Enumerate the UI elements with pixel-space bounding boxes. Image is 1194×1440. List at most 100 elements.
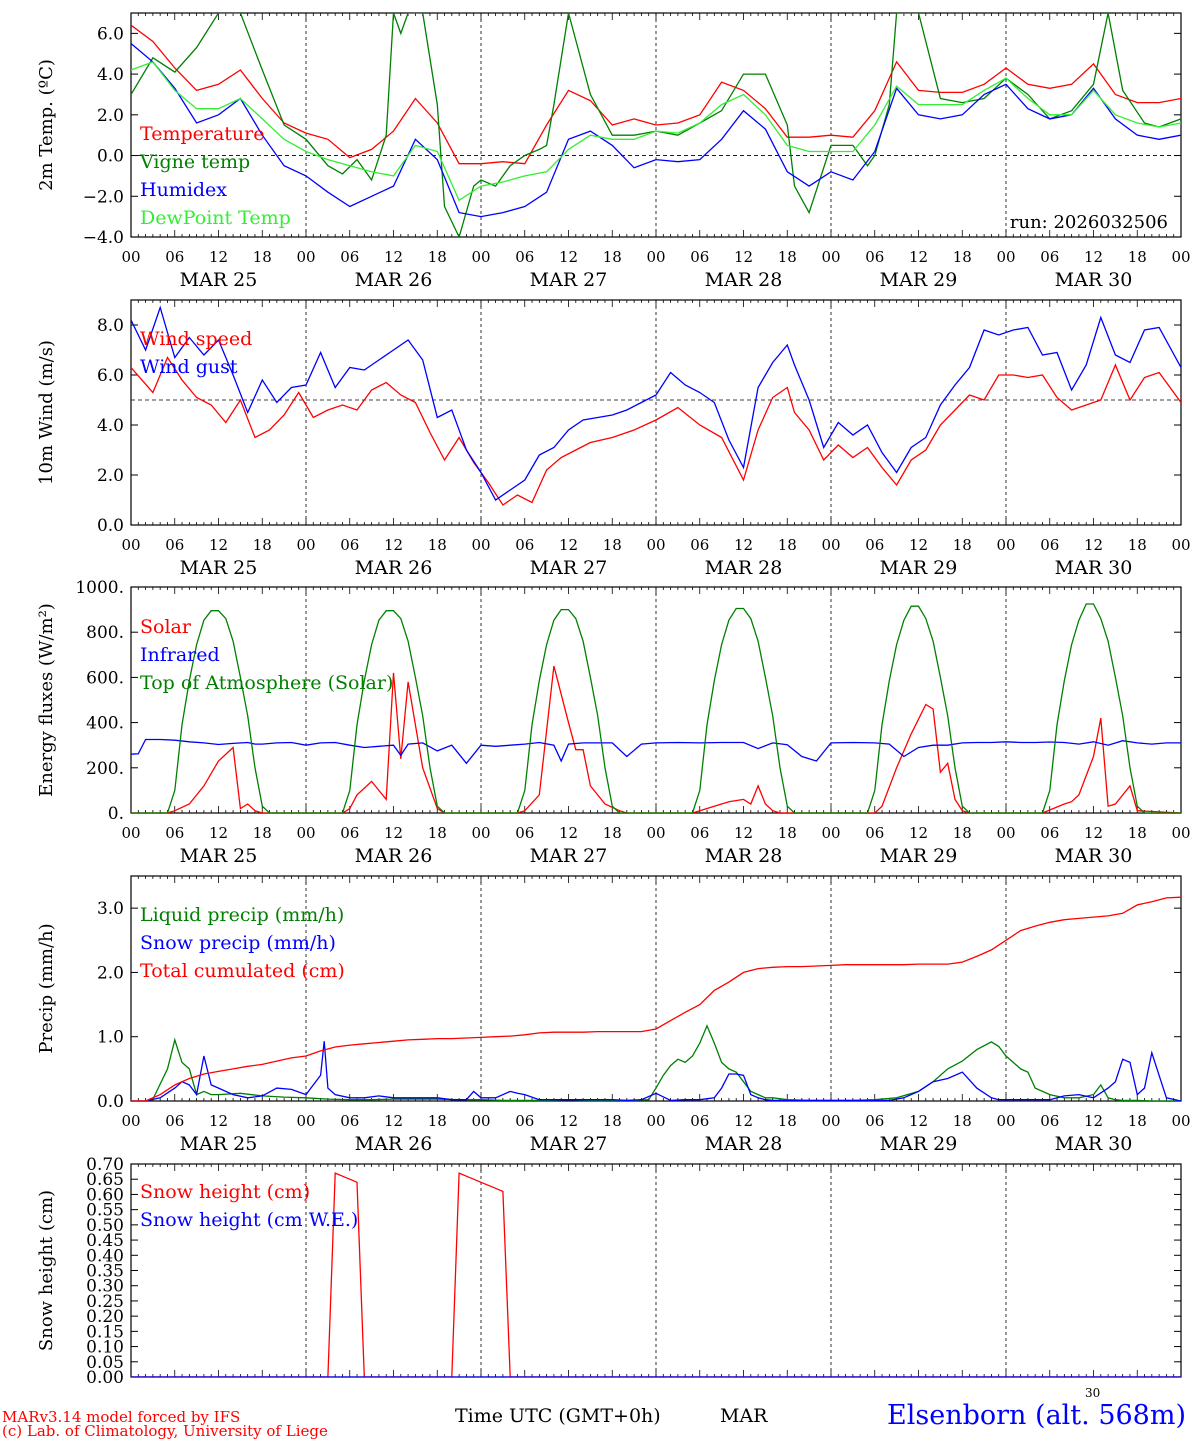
panel2-day-label: MAR 29 (880, 557, 958, 579)
panel2-x-tick-label: 12 (209, 536, 228, 554)
panel1-y-axis-label: 2m Temp. (ºC) (36, 59, 57, 191)
panel1-x-tick-label: 00 (296, 248, 315, 266)
panel4-day-label: MAR 26 (355, 1133, 433, 1155)
panel3-x-tick-label: 12 (909, 824, 928, 842)
panel2-x-tick-label: 12 (909, 536, 928, 554)
panel3-day-label: MAR 27 (530, 845, 608, 867)
panel4-x-tick-label: 18 (1128, 1112, 1147, 1130)
panel1-y-tick-label: −2.0 (83, 187, 124, 207)
panel4-day-label: MAR 28 (705, 1133, 783, 1155)
lab-credit: (c) Lab. of Climatology, University of L… (2, 1422, 328, 1440)
panel3-x-tick-label: 12 (734, 824, 753, 842)
panel2-day-label: MAR 30 (1055, 557, 1133, 579)
panel2-x-tick-label: 18 (953, 536, 972, 554)
panel3-series-solar (131, 665, 1181, 813)
panel2-y-axis-label: 10m Wind (m/s) (36, 340, 57, 485)
panel1-legend-vigne-temp: Vigne temp (139, 151, 250, 173)
panel2-x-tick-label: 12 (1084, 536, 1103, 554)
panel2-y-tick-label: 2.0 (97, 466, 124, 486)
panel1-x-tick-label: 12 (384, 248, 403, 266)
panel4-series-total-cumulated-cm- (131, 896, 1181, 1101)
panel4-x-tick-label: 12 (384, 1112, 403, 1130)
panel4-x-tick-label: 06 (690, 1112, 709, 1130)
panel2-series-wind-gust (131, 305, 1181, 501)
panel3-y-tick-label: 0. (108, 804, 124, 824)
panel3-x-tick-label: 18 (1128, 824, 1147, 842)
panel2-frame (130, 299, 1182, 526)
panel2-x-tick-label: 00 (121, 536, 140, 554)
panel4-y-tick-label: 1.0 (97, 1028, 124, 1048)
panel4-series-liquid-precip-mm-h- (131, 1024, 1181, 1101)
panel3-x-tick-label: 18 (253, 824, 272, 842)
panel4-x-tick-label: 00 (1171, 1112, 1190, 1130)
panel3-x-tick-label: 12 (209, 824, 228, 842)
panel3-x-tick-label: 18 (778, 824, 797, 842)
panel2-x-tick-label: 00 (296, 536, 315, 554)
panel5-y-tick-label: 0.45 (86, 1231, 124, 1251)
panel1-y-tick-label: 2.0 (97, 106, 124, 126)
panel3-day-label: MAR 29 (880, 845, 958, 867)
panel3-y-axis-label: Energy fluxes (W/m²) (36, 603, 57, 797)
panel2-x-tick-label: 06 (1040, 536, 1059, 554)
panel3-y-tick-label: 800. (86, 623, 124, 643)
panel2-x-tick-label: 00 (471, 536, 490, 554)
panel2-x-tick-label: 12 (734, 536, 753, 554)
panel5-legend-snow-height-cm-: Snow height (cm) (140, 1181, 310, 1203)
panel5-y-tick-label: 0.50 (86, 1216, 124, 1236)
month-label: MAR (720, 1405, 768, 1427)
panel1-day-label: MAR 26 (355, 269, 433, 291)
panel2-legend-wind-speed: Wind speed (140, 328, 252, 350)
panel5-legend-snow-height-cm-w-e-: Snow height (cm W.E.) (140, 1209, 358, 1231)
panel1-x-tick-label: 06 (1040, 248, 1059, 266)
panel2-legend-wind-gust: Wind gust (140, 356, 238, 378)
panel3-legend-infrared: Infrared (140, 644, 220, 666)
panel3-x-tick-label: 18 (953, 824, 972, 842)
panel1-day-label: MAR 25 (180, 269, 258, 291)
panel3-x-tick-label: 00 (121, 824, 140, 842)
panel1-legend-dewpoint-temp: DewPoint Temp (140, 207, 291, 229)
panel3-x-tick-label: 18 (428, 824, 447, 842)
panel5-y-axis-label: Snow height (cm) (36, 1190, 57, 1351)
panel5-y-tick-label: 0.60 (86, 1185, 124, 1205)
panel3-x-tick-label: 00 (821, 824, 840, 842)
panel3-y-tick-label: 200. (86, 759, 124, 779)
panel2-day-label: MAR 28 (705, 557, 783, 579)
panel2-x-tick-label: 12 (559, 536, 578, 554)
panel1-series-temperature (131, 24, 1181, 165)
panel3-x-tick-label: 06 (515, 824, 534, 842)
panel3-x-tick-label: 12 (559, 824, 578, 842)
panel2-day-label: MAR 25 (180, 557, 258, 579)
panel3-y-tick-label: 600. (86, 668, 124, 688)
panel4-x-tick-label: 06 (515, 1112, 534, 1130)
panel5-y-tick-label: 0.30 (86, 1277, 124, 1297)
panel4-y-axis-label: Precip (mm/h) (36, 923, 57, 1053)
panel5-y-tick-label: 0.05 (86, 1353, 124, 1373)
panel4-x-tick-label: 18 (778, 1112, 797, 1130)
panel4-x-tick-label: 18 (953, 1112, 972, 1130)
panel3-x-tick-label: 00 (646, 824, 665, 842)
panel4-x-tick-label: 18 (428, 1112, 447, 1130)
panel1-x-tick-label: 12 (209, 248, 228, 266)
panel4-x-tick-label: 06 (340, 1112, 359, 1130)
panel1-series-humidex (131, 43, 1181, 218)
panel3-day-label: MAR 30 (1055, 845, 1133, 867)
panel1-x-tick-label: 18 (253, 248, 272, 266)
panel4-x-tick-label: 12 (909, 1112, 928, 1130)
panel1-x-tick-label: 06 (165, 248, 184, 266)
panel4-y-tick-label: 0.0 (97, 1092, 124, 1112)
panel4-x-tick-label: 12 (734, 1112, 753, 1130)
panel1-x-tick-label: 00 (821, 248, 840, 266)
panel3-x-tick-label: 00 (1171, 824, 1190, 842)
panel1-y-tick-label: 4.0 (97, 65, 124, 85)
panel3-x-tick-label: 06 (865, 824, 884, 842)
panel4-legend-snow-precip-mm-h-: Snow precip (mm/h) (140, 932, 336, 954)
panel3-series-infrared (131, 738, 1181, 765)
panel2-series-wind-speed (131, 356, 1181, 506)
panel5-series-snow-height-cm- (131, 1172, 1181, 1377)
panel1-x-tick-label: 18 (428, 248, 447, 266)
panel1-x-tick-label: 18 (953, 248, 972, 266)
panel2-x-tick-label: 00 (646, 536, 665, 554)
panel1-x-tick-label: 00 (996, 248, 1015, 266)
panel1-legend-temperature: Temperature (140, 123, 264, 145)
panel4-x-tick-label: 12 (209, 1112, 228, 1130)
